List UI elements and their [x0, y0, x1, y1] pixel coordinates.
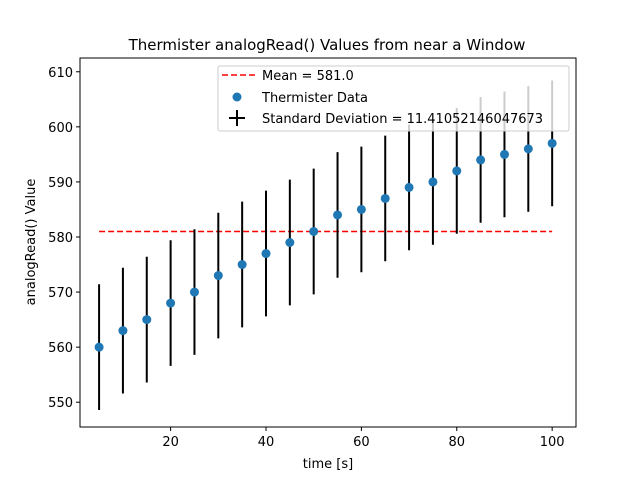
data-point — [523, 144, 533, 154]
data-point — [428, 177, 438, 187]
y-axis-label: analogRead() Value — [24, 179, 39, 306]
legend-std-label: Standard Deviation = 11.41052146047673 — [262, 112, 543, 127]
data-point — [94, 342, 104, 352]
data-point — [309, 226, 319, 236]
y-tick-label: 550 — [48, 396, 73, 411]
y-tick-label: 570 — [48, 286, 73, 301]
legend-mean-label: Mean = 581.0 — [262, 69, 354, 84]
data-point — [404, 182, 414, 192]
data-point — [452, 166, 462, 176]
data-point — [476, 155, 486, 165]
x-tick-label: 60 — [353, 435, 370, 450]
data-point — [237, 260, 247, 270]
x-tick-label: 100 — [540, 435, 565, 450]
x-axis-label: time [s] — [303, 457, 353, 472]
data-point — [142, 315, 152, 325]
legend-data-label: Thermister Data — [261, 91, 368, 106]
x-tick-label: 80 — [448, 435, 465, 450]
y-tick-label: 610 — [48, 66, 73, 81]
chart-title: Thermister analogRead() Values from near… — [128, 36, 526, 54]
data-point — [166, 298, 176, 308]
data-point — [213, 271, 223, 281]
data-point — [118, 326, 128, 336]
plot-frame — [79, 57, 577, 428]
data-point — [285, 238, 295, 247]
legend-data-swatch — [232, 92, 242, 102]
data-point — [261, 249, 271, 259]
data-point — [547, 138, 557, 148]
legend-box — [217, 65, 570, 132]
x-tick-label: 40 — [258, 435, 275, 450]
data-point — [356, 204, 366, 214]
axes: 20 40 60 80 100 550 560 570 580 590 600 610 — [48, 66, 564, 450]
y-tick-label: 600 — [48, 121, 73, 136]
y-tick-label: 590 — [48, 176, 73, 191]
data-point — [499, 149, 509, 159]
y-tick-label: 560 — [48, 341, 73, 356]
data-point — [333, 210, 343, 220]
x-tick-label: 20 — [162, 435, 179, 450]
legend: Mean = 581.0 Thermister Data Standard De… — [217, 65, 570, 132]
data-point — [189, 287, 199, 297]
y-tick-label: 580 — [48, 231, 73, 246]
data-point — [380, 193, 390, 203]
